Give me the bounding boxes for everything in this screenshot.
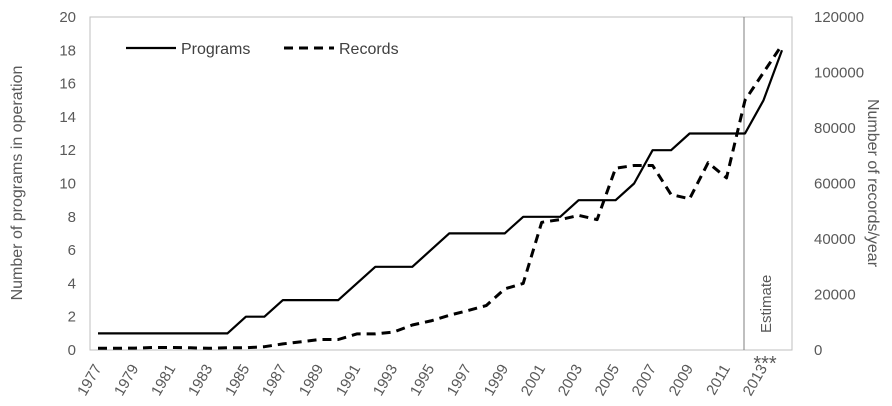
legend-label-programs: Programs [181, 41, 250, 58]
legend-label-records: Records [339, 41, 399, 58]
x-tick-label: 1995 [407, 362, 438, 399]
left-tick-label: 10 [59, 176, 76, 193]
left-tick-label: 8 [68, 209, 76, 226]
x-tick-label: 1979 [111, 362, 142, 399]
left-tick-label: 4 [68, 275, 76, 292]
right-tick-label: 120000 [814, 9, 864, 26]
plot-area [89, 16, 793, 351]
x-tick-label: 1985 [222, 362, 253, 399]
x-tick-label: 1981 [148, 362, 179, 399]
x-tick-label: 1999 [481, 362, 512, 399]
x-tick-label: 2001 [518, 362, 549, 399]
right-tick-label: 100000 [814, 65, 864, 82]
x-tick-label: 1989 [296, 362, 327, 399]
right-axis-ticks: 0 20000 40000 60000 80000 100000 120000 [814, 9, 864, 359]
series-line-records [98, 43, 784, 350]
left-tick-label: 0 [68, 342, 76, 359]
right-tick-label: 60000 [814, 176, 856, 193]
series-lines [98, 43, 784, 350]
right-tick-label: 0 [814, 342, 822, 359]
x-tick-label: 1997 [444, 362, 475, 399]
estimate-stars: *** [753, 353, 777, 375]
left-tick-label: 16 [59, 76, 76, 93]
x-tick-label: 1983 [185, 362, 216, 399]
right-tick-label: 80000 [814, 120, 856, 137]
legend: Programs Records [126, 41, 399, 58]
x-axis-ticks: 1977 1979 1981 1983 1985 1987 1989 1991 1993 1995… [74, 362, 771, 399]
left-tick-label: 12 [59, 142, 76, 159]
x-tick-label: 2005 [592, 362, 623, 399]
x-tick-label: 1991 [333, 362, 364, 399]
x-tick-label: 2009 [666, 362, 697, 399]
right-axis-title: Number of records/year [864, 99, 881, 268]
x-tick-label: 2007 [629, 362, 660, 399]
x-tick-label: 1987 [259, 362, 290, 399]
left-tick-label: 14 [59, 109, 76, 126]
left-tick-label: 6 [68, 242, 76, 259]
x-tick-label: 2003 [555, 362, 586, 399]
x-tick-label: 2011 [703, 362, 734, 398]
right-tick-label: 20000 [814, 287, 856, 304]
series-line-programs [98, 49, 784, 335]
left-tick-label: 2 [68, 309, 76, 326]
left-axis-ticks: 0 2 4 6 8 10 12 14 16 18 20 [59, 9, 76, 359]
left-tick-label: 18 [59, 42, 76, 59]
x-tick-label: 1993 [370, 362, 401, 399]
right-tick-label: 40000 [814, 231, 856, 248]
left-tick-label: 20 [59, 9, 76, 26]
x-tick-label: 1977 [74, 362, 105, 399]
left-axis-title: Number of programs in operation [9, 66, 26, 301]
estimate-label: Estimate [758, 275, 775, 333]
